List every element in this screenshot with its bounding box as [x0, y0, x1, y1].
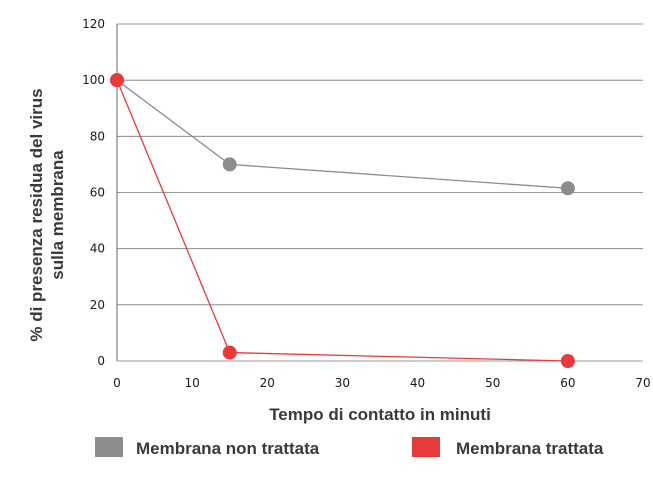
y-axis-title: % di presenza residua del virus sulla me… [27, 88, 67, 341]
legend: Membrana non trattata Membrana trattata [95, 437, 604, 458]
series-1-point [560, 354, 575, 368]
x-tick-labels: 0 10 20 30 40 50 60 70 [113, 376, 650, 390]
x-tick-label: 60 [560, 376, 575, 390]
x-tick-label: 40 [410, 376, 425, 390]
y-tick-label: 40 [90, 242, 105, 256]
y-tick-labels: 0 20 40 60 80 100 120 [82, 17, 105, 368]
grid-lines [117, 23, 643, 362]
legend-swatch-untreated [95, 437, 123, 457]
y-tick-label: 0 [97, 354, 105, 368]
x-tick-label: 0 [113, 376, 121, 390]
y-tick-label: 60 [90, 186, 105, 200]
series-1-point [110, 73, 124, 88]
y-tick-label: 100 [82, 73, 105, 87]
series-0-point [560, 181, 575, 196]
series-line-0 [116, 79, 568, 189]
x-axis-title: Tempo di contatto in minuti [269, 405, 491, 424]
x-tick-label: 20 [260, 376, 275, 390]
series-0-point [222, 157, 237, 172]
y-tick-label: 80 [90, 129, 105, 143]
legend-swatch-treated [412, 437, 440, 457]
x-tick-label: 70 [635, 376, 650, 390]
y-axis-title-line-2: sulla membrana [48, 150, 67, 280]
y-tick-label: 120 [82, 17, 105, 31]
x-tick-label: 50 [485, 376, 500, 390]
x-tick-label: 30 [335, 376, 350, 390]
series-line-1 [116, 79, 568, 362]
series-1-point [222, 345, 237, 360]
y-tick-label: 20 [90, 298, 105, 312]
legend-label-treated: Membrana trattata [456, 439, 604, 458]
x-tick-label: 10 [185, 376, 200, 390]
series-group [110, 73, 575, 368]
legend-label-untreated: Membrana non trattata [136, 439, 320, 458]
y-axis-title-line-1: % di presenza residua del virus [27, 88, 46, 341]
